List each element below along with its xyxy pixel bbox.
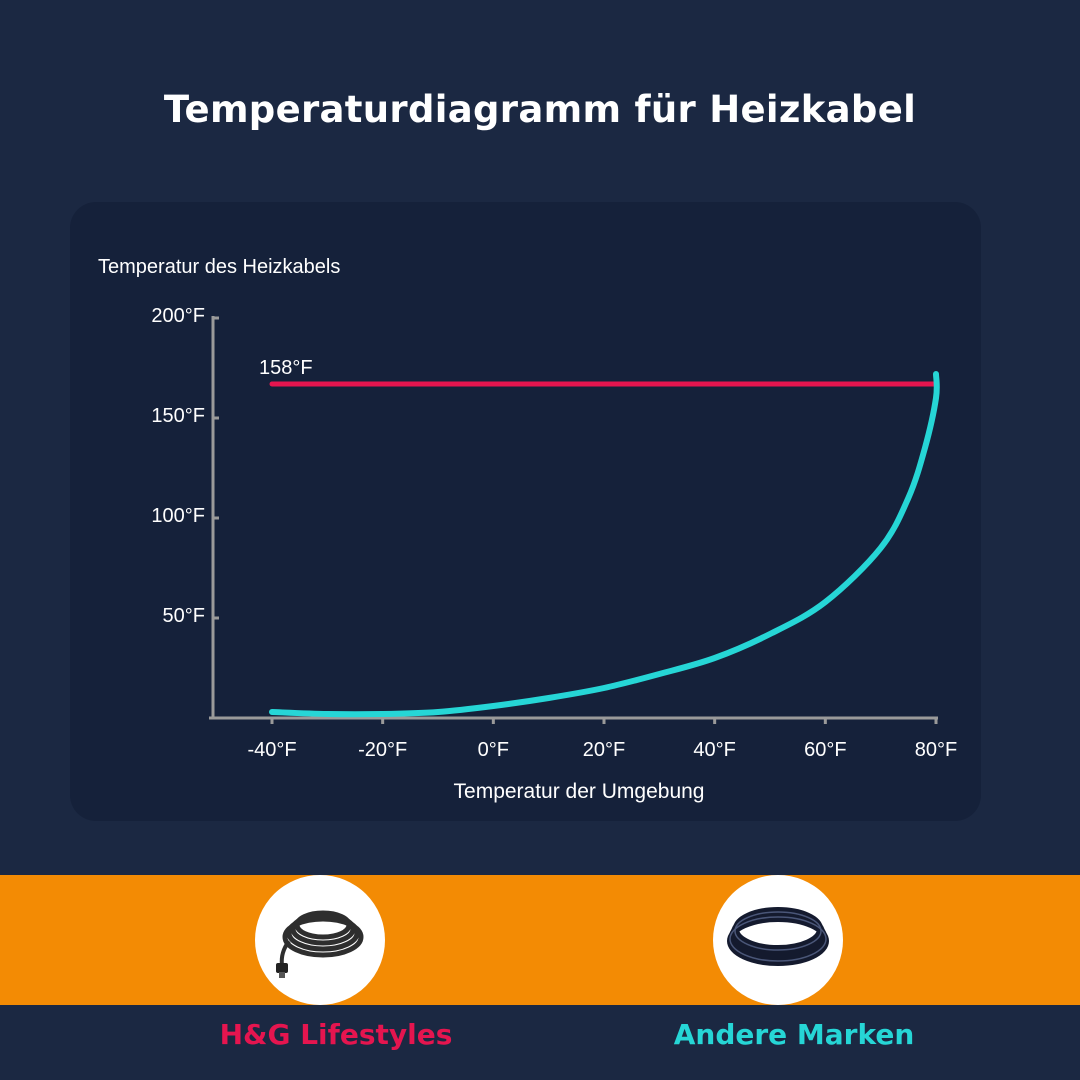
page-title: Temperaturdiagramm für Heizkabel <box>163 88 917 131</box>
x-tick-label: 80°F <box>915 739 957 761</box>
other-product-badge <box>713 875 843 1005</box>
x-tick-label: 40°F <box>693 739 735 761</box>
series-data-label: 158°F <box>259 357 313 379</box>
chart-panel: Temperatur des Heizkabels Temperatur der… <box>70 202 981 821</box>
y-tick-label: 150°F <box>151 405 205 427</box>
y-tick-label: 50°F <box>163 605 205 627</box>
x-tick-label: -40°F <box>247 739 296 761</box>
brand-label-hg: H&G Lifestyles <box>219 1018 453 1051</box>
coiled-cable-icon <box>727 907 829 966</box>
y-axis-label: Temperatur des Heizkabels <box>98 256 340 278</box>
hg-product-badge <box>255 875 385 1005</box>
axes: 50°F 100°F 150°F 200°F -40°F -20°F 0°F 20°F 40°F… <box>151 305 957 761</box>
y-tick-label: 200°F <box>151 305 205 327</box>
x-axis-label: Temperatur der Umgebung <box>454 780 705 803</box>
coiled-cable-with-plug-icon <box>276 910 364 978</box>
brand-band <box>0 875 1080 1005</box>
brand-label-other: Andere Marken <box>673 1018 915 1051</box>
series-line-andere-marken <box>269 371 940 718</box>
temperature-chart: Temperatur des Heizkabels Temperatur der… <box>98 256 957 803</box>
y-tick-label: 100°F <box>151 505 205 527</box>
x-tick-label: 20°F <box>583 739 625 761</box>
x-tick-label: -20°F <box>358 739 407 761</box>
series-layer: 158°F <box>259 357 940 718</box>
x-tick-label: 0°F <box>478 739 509 761</box>
x-tick-label: 60°F <box>804 739 846 761</box>
